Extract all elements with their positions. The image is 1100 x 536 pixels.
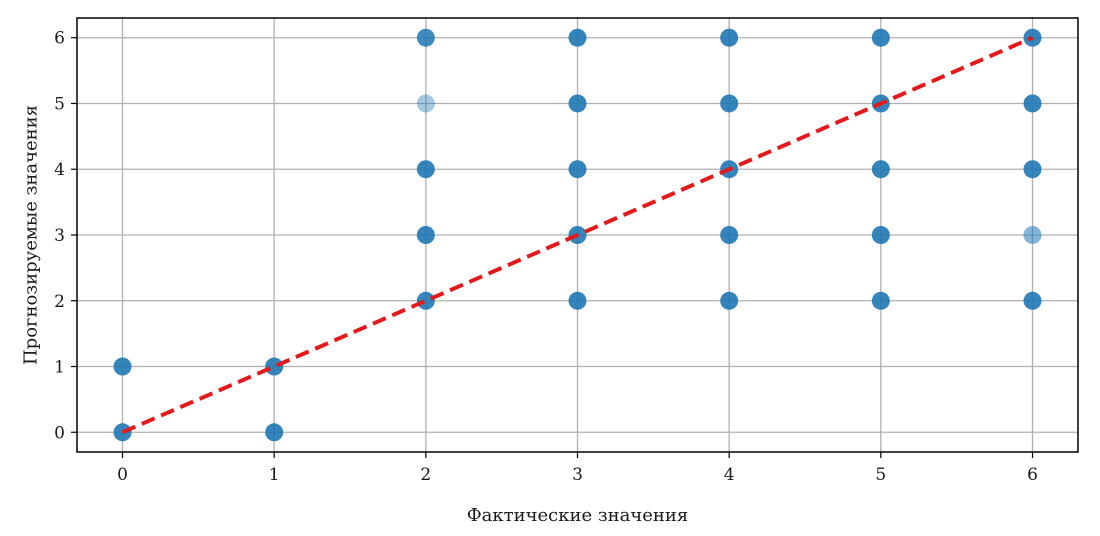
y-tick-label: 5 <box>54 94 65 114</box>
x-axis-label: Фактические значения <box>467 505 689 526</box>
data-point <box>1023 226 1042 244</box>
data-point <box>568 291 587 310</box>
x-tick-label: 3 <box>572 465 583 485</box>
y-tick-label: 0 <box>54 423 65 443</box>
x-tick-label: 2 <box>420 465 431 485</box>
y-tick-label: 1 <box>54 358 65 378</box>
y-tick-label: 3 <box>54 226 65 246</box>
data-point <box>1023 291 1042 310</box>
data-point <box>265 357 284 376</box>
data-point <box>416 291 435 310</box>
data-point <box>1023 28 1042 47</box>
data-point <box>1023 94 1042 113</box>
data-point <box>720 291 739 310</box>
data-point <box>113 357 132 376</box>
x-tick-label: 4 <box>724 465 735 485</box>
x-tick-label: 0 <box>117 465 128 485</box>
data-point <box>416 160 435 179</box>
y-tick-label: 4 <box>54 160 65 180</box>
data-point <box>871 291 890 310</box>
x-tick-label: 5 <box>875 465 886 485</box>
data-point <box>720 226 739 244</box>
y-tick-label: 2 <box>54 292 65 312</box>
data-point <box>416 28 435 47</box>
data-point <box>720 94 739 113</box>
data-point <box>568 160 587 179</box>
data-point <box>871 160 890 179</box>
data-point <box>720 28 739 47</box>
axis-tick-labels: 0 1 2 3 4 5 6 0 1 2 3 4 5 6 <box>54 29 1038 485</box>
data-point <box>568 28 587 47</box>
data-point <box>871 28 890 47</box>
data-point <box>416 94 435 113</box>
reference-line <box>121 35 1034 435</box>
data-point <box>871 226 890 244</box>
axis-ticks <box>71 37 1034 458</box>
data-point <box>568 94 587 113</box>
data-point <box>416 226 435 244</box>
x-tick-label: 6 <box>1027 465 1038 485</box>
y-tick-label: 6 <box>54 29 65 49</box>
y-axis-label: Прогнозируемые значения <box>20 105 41 365</box>
plot-frame <box>76 17 1079 453</box>
data-point <box>265 423 284 442</box>
x-tick-label: 1 <box>269 465 280 485</box>
data-point <box>1023 160 1042 179</box>
